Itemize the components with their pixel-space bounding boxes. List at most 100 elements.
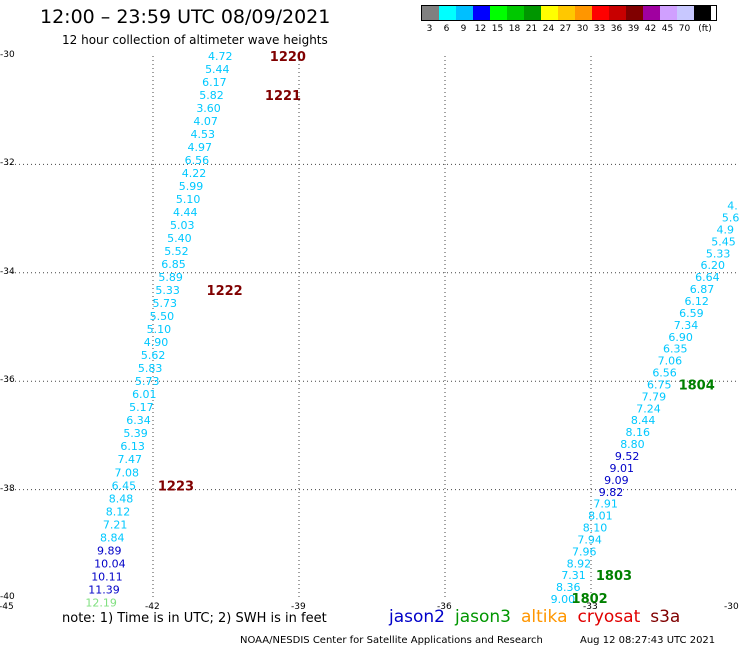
lat-tick-label: -34 bbox=[0, 266, 15, 277]
swh-value: 7.34 bbox=[674, 319, 699, 332]
swh-value: 4.44 bbox=[173, 206, 198, 219]
swh-value: 5.10 bbox=[147, 323, 172, 336]
swh-value: 10.11 bbox=[91, 570, 123, 583]
lat-tick-label: -40 bbox=[0, 592, 15, 602]
legend-label: 24 bbox=[542, 24, 555, 34]
swh-value: 9.89 bbox=[97, 544, 122, 557]
swh-value: 4.90 bbox=[144, 336, 169, 349]
swh-value: 6.59 bbox=[679, 307, 704, 320]
swh-value: 5.62 bbox=[141, 349, 166, 362]
swh-value: 8.01 bbox=[588, 510, 613, 523]
swh-value: 6.17 bbox=[202, 76, 227, 89]
legend-swatch bbox=[490, 6, 507, 20]
swh-value: 10.04 bbox=[94, 557, 126, 570]
mission-jason3: jason3 bbox=[455, 607, 511, 627]
swh-value: 8.44 bbox=[631, 414, 656, 427]
lat-tick-label: -36 bbox=[0, 375, 15, 386]
legend-label: 36 bbox=[610, 24, 623, 34]
mission-s3a: s3a bbox=[650, 607, 681, 627]
lat-tick-label: -38 bbox=[0, 483, 15, 494]
legend-swatch bbox=[677, 6, 694, 20]
mission-altika: altika bbox=[521, 607, 568, 627]
swh-value: 5.33 bbox=[155, 284, 180, 297]
swh-value: 7.06 bbox=[658, 355, 683, 368]
swh-value: 5.03 bbox=[170, 219, 195, 232]
swh-value: 7.24 bbox=[636, 402, 661, 415]
mission-cryosat: cryosat bbox=[577, 607, 641, 627]
swh-value: 6.90 bbox=[668, 331, 693, 344]
swh-value: 4.53 bbox=[190, 128, 215, 141]
swh-value: 7.94 bbox=[577, 533, 602, 546]
track-time-label: 1222 bbox=[207, 284, 243, 299]
swh-value: 5.6 bbox=[722, 212, 740, 225]
swh-value: 5.33 bbox=[706, 247, 731, 260]
swh-value: 5.44 bbox=[205, 63, 230, 76]
swh-value: 5.17 bbox=[129, 401, 154, 414]
mission-jason2: jason2 bbox=[389, 607, 445, 627]
lon-tick-label: -39 bbox=[291, 602, 306, 612]
swh-value: 5.10 bbox=[176, 193, 201, 206]
swh-value: 6.13 bbox=[120, 440, 145, 453]
mission-legend: jason2 jason3 altika cryosat s3a bbox=[389, 607, 690, 627]
swh-value: 9.00 bbox=[551, 593, 576, 606]
swh-value: 11.39 bbox=[88, 583, 120, 596]
swh-value: 8.80 bbox=[620, 438, 645, 451]
credit-line: NOAA/NESDIS Center for Satellite Applica… bbox=[240, 635, 543, 646]
legend-swatch bbox=[524, 6, 541, 20]
legend-swatch bbox=[422, 6, 439, 20]
legend-swatch bbox=[626, 6, 643, 20]
swh-value: 9.52 bbox=[615, 450, 640, 463]
color-legend: 3 6 9 12 15 18 21 24 27 30 33 36 39 42 45 70 (ft) bbox=[421, 5, 717, 34]
swh-value: 6.01 bbox=[132, 388, 157, 401]
legend-label: 70 bbox=[678, 24, 691, 34]
lon-tick-label: -36 bbox=[437, 602, 452, 612]
page-title: 12:00 – 23:59 UTC 08/09/2021 bbox=[40, 6, 331, 28]
swh-value: 8.16 bbox=[626, 426, 651, 439]
legend-label: 9 bbox=[460, 24, 467, 34]
lon-tick-label: -45 bbox=[0, 602, 14, 612]
swh-value: 8.92 bbox=[567, 557, 592, 570]
swh-value: 6.64 bbox=[695, 271, 720, 284]
swh-value: 5.82 bbox=[199, 89, 224, 102]
swh-value: 5.39 bbox=[123, 427, 147, 440]
swh-value: 4.97 bbox=[188, 141, 213, 154]
swh-value: 5.89 bbox=[158, 271, 183, 284]
swh-value: 12.19 bbox=[85, 596, 117, 609]
swh-value: 6.56 bbox=[652, 367, 677, 380]
legend-swatches bbox=[421, 5, 717, 21]
lat-tick-label: -30 bbox=[0, 50, 15, 60]
legend-label: 39 bbox=[627, 24, 640, 34]
swh-value: 4.72 bbox=[208, 50, 233, 63]
track-time-label: 1223 bbox=[158, 479, 194, 494]
timestamp: Aug 12 08:27:43 UTC 2021 bbox=[580, 635, 716, 646]
lat-tick-label: -32 bbox=[0, 158, 15, 169]
track-time-label: 1221 bbox=[265, 89, 301, 104]
swh-value: 5.50 bbox=[150, 310, 175, 323]
legend-label: 15 bbox=[491, 24, 504, 34]
legend-swatch bbox=[694, 6, 711, 20]
swh-value: 6.20 bbox=[701, 259, 726, 272]
swh-value: 6.12 bbox=[684, 295, 709, 308]
legend-swatch bbox=[558, 6, 575, 20]
swh-value: 5.73 bbox=[153, 297, 178, 310]
swh-value: 6.85 bbox=[161, 258, 186, 271]
legend-label: 18 bbox=[508, 24, 521, 34]
swh-value: 6.87 bbox=[690, 283, 715, 296]
legend-swatch bbox=[609, 6, 626, 20]
legend-label: 42 bbox=[644, 24, 657, 34]
swh-value: 5.73 bbox=[135, 375, 160, 388]
swh-value: 9.82 bbox=[599, 486, 624, 499]
legend-label: 6 bbox=[443, 24, 450, 34]
swh-value: 9.01 bbox=[609, 462, 634, 475]
lon-tick-label: -42 bbox=[145, 602, 160, 612]
swh-value: 7.08 bbox=[115, 466, 140, 479]
swh-value: 7.21 bbox=[103, 518, 128, 531]
swh-value: 7.79 bbox=[642, 390, 667, 403]
swh-value: 6.34 bbox=[126, 414, 151, 427]
swh-value: 7.96 bbox=[572, 545, 597, 558]
swh-value: 5.40 bbox=[167, 232, 192, 245]
swh-value: 8.48 bbox=[109, 492, 134, 505]
swh-value: 7.91 bbox=[593, 498, 618, 511]
swh-value: 5.52 bbox=[164, 245, 189, 258]
